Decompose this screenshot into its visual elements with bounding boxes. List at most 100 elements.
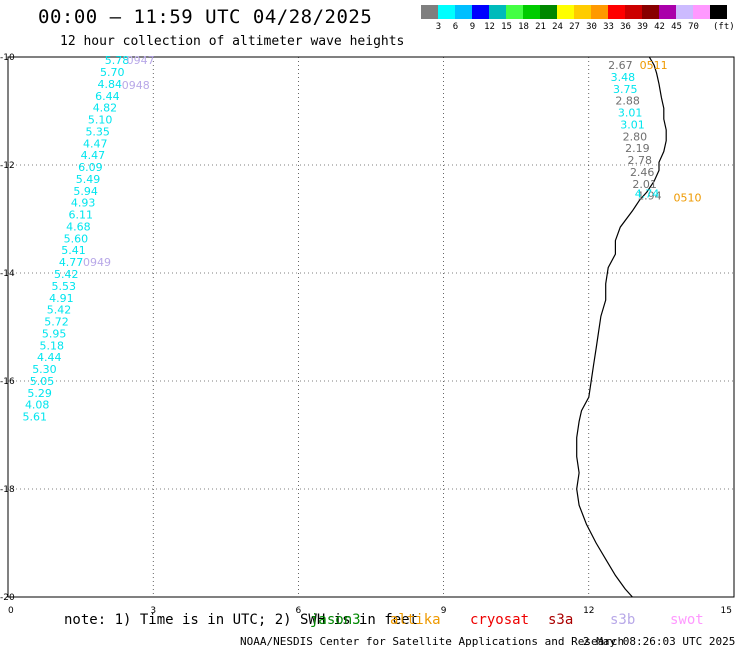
wave-height-label: 2.78 [628, 154, 653, 167]
wave-height-label: 3.01 [620, 118, 645, 131]
wave-height-label: 6.44 [95, 90, 120, 103]
scale-swatch [591, 5, 608, 19]
map-frame [7, 56, 735, 598]
pass-time-label: 0947 [127, 54, 155, 67]
page-subtitle: 12 hour collection of altimeter wave hei… [60, 34, 405, 49]
scale-swatch [659, 5, 676, 19]
footer-timestamp: 2 May 08:26:03 UTC 2025 [583, 635, 736, 648]
y-tick-label: -10 [0, 53, 15, 63]
scale-swatch [625, 5, 642, 19]
footer-note: note: 1) Time is in UTC; 2) SWH is in fe… [64, 612, 419, 628]
wave-height-label: 5.95 [42, 327, 67, 340]
scale-swatch [489, 5, 506, 19]
wave-height-label: 6.11 [69, 209, 94, 222]
scale-label: 21 [535, 22, 546, 32]
wave-height-label: 3.75 [613, 83, 638, 96]
x-tick-label: 12 [583, 606, 594, 616]
y-tick-label: -14 [0, 269, 15, 279]
pass-time-label: 0949 [83, 256, 111, 269]
wave-height-label: 5.42 [54, 268, 78, 281]
wave-height-label: 4.84 [98, 78, 123, 91]
wave-height-label: 4.91 [49, 292, 74, 305]
scale-label: 39 [637, 22, 648, 32]
scale-label: 70 [688, 22, 699, 32]
map-grid [8, 57, 734, 597]
pass-time-label: 0510 [674, 191, 702, 204]
scale-label: 30 [586, 22, 597, 32]
wave-height-label: 2.46 [630, 166, 655, 179]
scale-swatch [557, 5, 574, 19]
wave-height-label: 4.44 [37, 351, 62, 364]
wave-height-label: 5.42 [47, 304, 72, 317]
wave-height-label: 4.08 [25, 399, 50, 412]
wave-labels: 5.785.704.846.444.825.105.354.474.476.09… [23, 54, 702, 423]
scale-label: 42 [654, 22, 665, 32]
wave-height-label: 5.60 [64, 232, 89, 245]
scale-label: 6 [452, 22, 459, 32]
y-tick-label: -12 [0, 161, 15, 171]
wave-height-label: 4.68 [66, 220, 91, 233]
satellite-legend-item: s3b [610, 612, 636, 628]
scale-label: 45 [671, 22, 682, 32]
wave-height-label: 2.88 [615, 95, 640, 108]
wave-height-label: 2.67 [608, 59, 633, 72]
wave-height-label: 5.72 [44, 316, 69, 329]
wave-height-label: 4.47 [83, 137, 108, 150]
scale-swatch [523, 5, 540, 19]
page-title: 00:00 – 11:59 UTC 04/28/2025 [38, 6, 373, 28]
wave-height-label: 4.82 [93, 102, 118, 115]
wave-height-label: 5.61 [23, 411, 48, 424]
satellite-legend-item: swot [670, 612, 704, 628]
wave-height-label: 5.30 [32, 363, 57, 376]
scale-swatch [574, 5, 591, 19]
scale-swatch [472, 5, 489, 19]
scale-swatch [676, 5, 693, 19]
pass-time-label: 0511 [640, 59, 668, 72]
wave-height-color-scale: 3 6 9 12 15 18 21 24 27 30 33 36 39 42 45 70 [421, 5, 727, 35]
wave-height-label: 5.05 [30, 375, 54, 388]
wave-height-label: 4.74 [635, 188, 660, 201]
satellite-legend-item: cryosat [470, 612, 530, 628]
wave-height-label: 5.29 [27, 387, 52, 400]
scale-unit: (ft) [713, 22, 735, 32]
scale-label: 15 [501, 22, 512, 32]
scale-label: 36 [620, 22, 631, 32]
wave-height-label: 3.48 [611, 71, 636, 84]
y-tick-label: -20 [0, 593, 15, 603]
map-ticks: 0 3 6 9 12 15 -10 -12 -14 -16 -18 -20 [0, 53, 732, 616]
wave-height-label: 5.94 [73, 185, 98, 198]
scale-swatch [540, 5, 557, 19]
wave-height-label: 5.10 [88, 114, 113, 127]
y-tick-label: -16 [0, 377, 15, 387]
wave-height-label: 4.77 [59, 256, 84, 269]
x-tick-label: 0 [8, 606, 14, 616]
satellite-legend-item: s3a [548, 612, 574, 628]
satellite-legend-item: jason3 [310, 612, 361, 628]
scale-label: 3 [435, 22, 442, 32]
x-tick-label: 15 [721, 606, 732, 616]
wave-height-label: 3.01 [618, 107, 643, 120]
wave-height-label: 5.41 [61, 244, 86, 257]
scale-label: 24 [552, 22, 563, 32]
wave-height-label: 4.93 [71, 197, 96, 210]
wave-height-label: 5.70 [100, 66, 125, 79]
scale-label: 18 [518, 22, 529, 32]
scale-swatch [421, 5, 438, 19]
wave-height-label: 5.18 [39, 339, 64, 352]
pass-time-label: 0948 [122, 79, 150, 92]
scale-label: 27 [569, 22, 580, 32]
wave-height-label: 5.78 [105, 54, 130, 67]
scale-swatch [455, 5, 472, 19]
satellite-legend-item: altika [390, 612, 441, 628]
scale-swatch [710, 5, 727, 19]
scale-label: 9 [469, 22, 476, 32]
x-tick-label: 3 [150, 606, 156, 616]
scale-swatch [642, 5, 659, 19]
wave-height-label: 5.49 [76, 173, 101, 186]
wave-height-label: 5.53 [52, 280, 76, 293]
wave-height-label: 6.09 [78, 161, 103, 174]
scale-label: 12 [484, 22, 495, 32]
coastline [576, 56, 667, 598]
x-tick-label: 9 [441, 606, 447, 616]
y-tick-label: -18 [0, 485, 15, 495]
